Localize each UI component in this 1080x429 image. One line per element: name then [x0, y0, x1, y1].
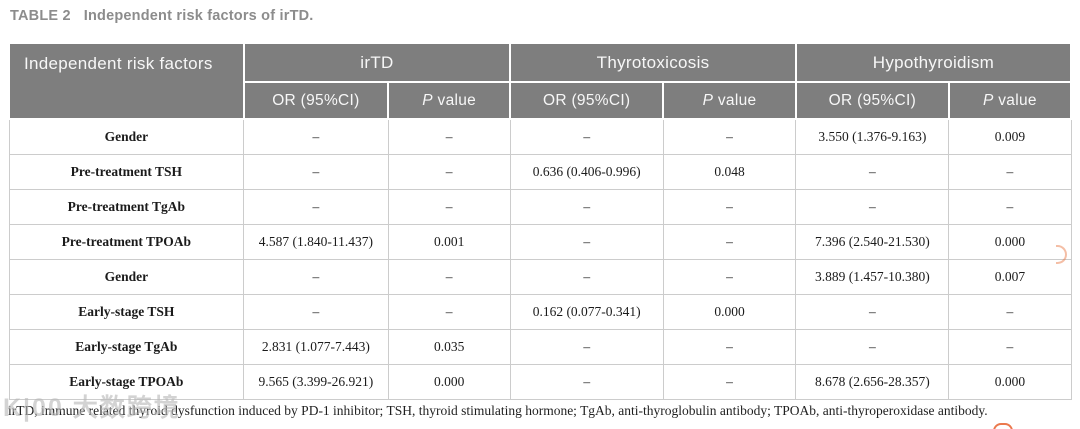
cell-p-irtd: – [387, 154, 511, 190]
row-label: Early-stage TgAb [8, 329, 245, 365]
header-group-irtd: irTD [242, 42, 512, 83]
cell-or-hypothyroidism: – [795, 154, 950, 190]
cell-p-thyrotoxicosis: 0.000 [662, 294, 797, 330]
row-label: Pre-treatment TgAb [8, 189, 245, 225]
header-or-irtd: OR (95%CI) [242, 81, 390, 120]
header-pvalue-hypothyroidism: P value [947, 81, 1073, 120]
row-label: Early-stage TPOAb [8, 364, 245, 400]
cell-p-thyrotoxicosis: – [662, 259, 797, 295]
cell-p-hypothyroidism: – [948, 329, 1072, 365]
header-or-thyrotoxicosis: OR (95%CI) [509, 81, 665, 120]
cell-p-irtd: 0.001 [387, 224, 511, 260]
header-group-thyrotoxicosis: Thyrotoxicosis [509, 42, 797, 83]
cell-p-hypothyroidism: 0.007 [948, 259, 1072, 295]
table-body: Gender – – – – 3.550 (1.376-9.163) 0.009… [8, 118, 1072, 400]
header-pvalue-irtd: P value [387, 81, 512, 120]
cell-or-hypothyroidism: 8.678 (2.656-28.357) [795, 364, 950, 400]
cell-or-hypothyroidism: 7.396 (2.540-21.530) [795, 224, 950, 260]
watermark-accent-icon [1056, 245, 1067, 264]
cell-p-thyrotoxicosis: – [662, 189, 797, 225]
cell-p-hypothyroidism: 0.000 [948, 364, 1072, 400]
table-row: Gender – – – – 3.889 (1.457-10.380) 0.00… [8, 259, 1072, 295]
cell-p-thyrotoxicosis: – [662, 224, 797, 260]
table-row: Pre-treatment TgAb – – – – – – [8, 189, 1072, 225]
row-label: Pre-treatment TSH [8, 154, 245, 190]
risk-factors-table-wrapper: Independent risk factors irTD Thyrotoxic… [8, 42, 1073, 400]
cell-or-thyrotoxicosis: – [509, 189, 664, 225]
header-or-hypothyroidism: OR (95%CI) [794, 81, 950, 120]
cell-p-thyrotoxicosis: – [662, 329, 797, 365]
row-label: Gender [8, 118, 245, 155]
cell-p-hypothyroidism: 0.000 [948, 224, 1072, 260]
cell-p-irtd: 0.000 [387, 364, 511, 400]
header-pvalue-thyrotoxicosis: P value [662, 81, 797, 120]
cell-p-irtd: 0.035 [387, 329, 511, 365]
table-caption: Independent risk factors of irTD. [83, 8, 314, 24]
cell-or-irtd: – [243, 118, 389, 155]
cell-or-irtd: – [243, 154, 389, 190]
row-label: Early-stage TSH [8, 294, 245, 330]
table-header: Independent risk factors irTD Thyrotoxic… [8, 42, 1073, 120]
cell-or-thyrotoxicosis: 0.162 (0.077-0.341) [509, 294, 664, 330]
cell-p-thyrotoxicosis: – [662, 364, 797, 400]
table-title: TABLE 2 Independent risk factors of irTD. [10, 8, 314, 24]
table-row: Early-stage TgAb 2.831 (1.077-7.443) 0.0… [8, 329, 1072, 365]
cell-or-irtd: 2.831 (1.077-7.443) [243, 329, 389, 365]
cell-p-irtd: – [387, 189, 511, 225]
header-group-hypothyroidism: Hypothyroidism [794, 42, 1073, 83]
cell-p-hypothyroidism: – [948, 294, 1072, 330]
table-footnote: irTD, immune related thyroid dysfunction… [8, 403, 988, 418]
cell-p-hypothyroidism: – [948, 189, 1072, 225]
cell-or-irtd: – [243, 294, 389, 330]
cell-p-thyrotoxicosis: – [662, 118, 797, 155]
table-row: Early-stage TSH – – 0.162 (0.077-0.341) … [8, 294, 1072, 330]
cell-p-hypothyroidism: – [948, 154, 1072, 190]
cell-or-irtd: – [243, 259, 389, 295]
cell-or-thyrotoxicosis: – [509, 224, 664, 260]
cell-or-hypothyroidism: 3.889 (1.457-10.380) [795, 259, 950, 295]
table-number: TABLE 2 [10, 8, 71, 24]
row-label: Gender [8, 259, 245, 295]
cell-or-irtd: 9.565 (3.399-26.921) [243, 364, 389, 400]
cell-p-irtd: – [387, 294, 511, 330]
cell-or-thyrotoxicosis: – [509, 118, 664, 155]
cell-or-hypothyroidism: – [795, 329, 950, 365]
cell-p-irtd: – [387, 118, 511, 155]
table-row: Early-stage TPOAb 9.565 (3.399-26.921) 0… [8, 364, 1072, 400]
cell-or-thyrotoxicosis: – [509, 364, 664, 400]
cell-p-hypothyroidism: 0.009 [948, 118, 1072, 155]
table-row: Pre-treatment TSH – – 0.636 (0.406-0.996… [8, 154, 1072, 190]
watermark-accent-icon [993, 423, 1013, 429]
row-label: Pre-treatment TPOAb [8, 224, 245, 260]
table-row: Gender – – – – 3.550 (1.376-9.163) 0.009 [8, 118, 1072, 155]
cell-or-thyrotoxicosis: – [509, 259, 664, 295]
cell-or-thyrotoxicosis: – [509, 329, 664, 365]
cell-p-irtd: – [387, 259, 511, 295]
risk-factors-table: Independent risk factors irTD Thyrotoxic… [8, 42, 1073, 400]
cell-or-irtd: 4.587 (1.840-11.437) [243, 224, 389, 260]
header-sub-row: OR (95%CI) P value OR (95%CI) P value OR… [9, 81, 1073, 120]
header-group-row: Independent risk factors irTD Thyrotoxic… [8, 42, 1073, 120]
table-row: Pre-treatment TPOAb 4.587 (1.840-11.437)… [8, 224, 1072, 260]
cell-p-thyrotoxicosis: 0.048 [662, 154, 797, 190]
header-risk-factors: Independent risk factors [8, 42, 245, 120]
cell-or-thyrotoxicosis: 0.636 (0.406-0.996) [509, 154, 664, 190]
cell-or-hypothyroidism: – [795, 189, 950, 225]
cell-or-irtd: – [243, 189, 389, 225]
cell-or-hypothyroidism: – [795, 294, 950, 330]
cell-or-hypothyroidism: 3.550 (1.376-9.163) [795, 118, 950, 155]
